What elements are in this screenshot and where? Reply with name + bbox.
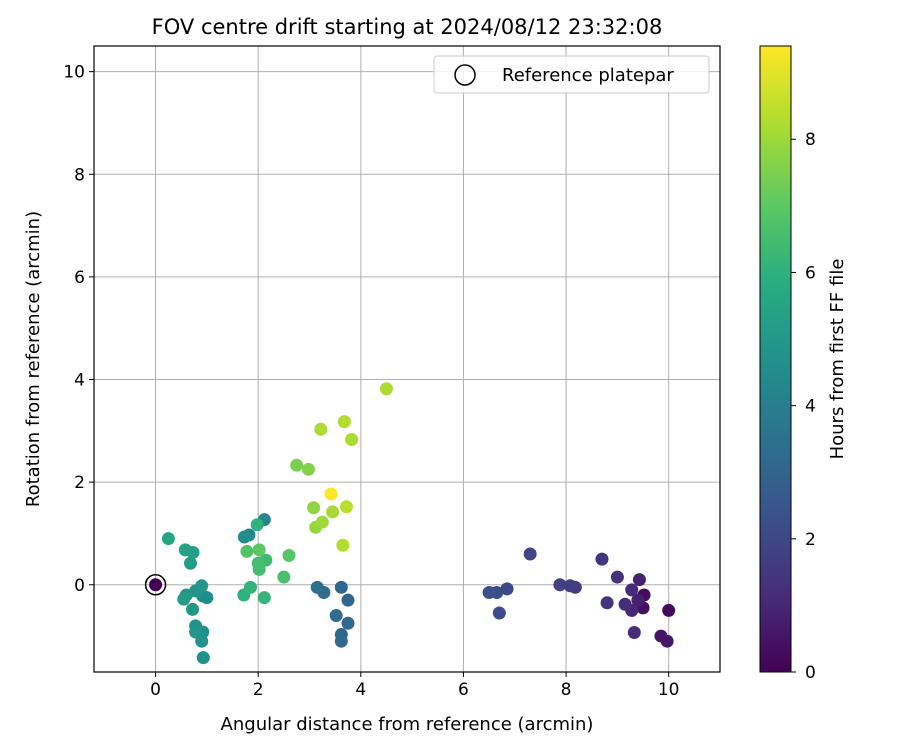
data-point	[341, 616, 355, 630]
y-tick-label: 4	[74, 371, 85, 391]
data-point	[282, 549, 296, 563]
data-point	[178, 543, 192, 557]
data-point	[161, 532, 175, 546]
data-point	[337, 415, 351, 429]
data-points	[144, 382, 676, 665]
data-point	[345, 433, 359, 447]
data-point	[195, 579, 209, 593]
data-point	[627, 625, 641, 639]
data-point	[523, 547, 537, 561]
data-point	[257, 591, 271, 605]
legend-entry-reference: Reference platepar	[502, 65, 674, 86]
colorbar-tick-label: 2	[805, 530, 816, 550]
data-point	[595, 552, 609, 566]
data-point	[492, 606, 506, 620]
data-point	[149, 578, 163, 592]
data-point	[314, 422, 328, 436]
data-point	[379, 382, 393, 396]
data-point	[329, 609, 343, 623]
data-point	[250, 518, 264, 532]
reference-platepar-marker	[144, 574, 167, 596]
data-point	[334, 634, 348, 648]
data-point	[625, 583, 639, 597]
data-point	[324, 487, 338, 501]
data-point	[618, 597, 632, 611]
data-point	[200, 591, 214, 605]
data-point	[183, 556, 197, 570]
colorbar-tick-label: 8	[805, 130, 816, 150]
plot-frame	[93, 45, 721, 673]
legend: Reference platepar	[433, 55, 710, 94]
data-point	[252, 543, 266, 557]
x-tick-label: 4	[355, 680, 366, 700]
data-point	[336, 538, 350, 552]
colorbar-label: Hours from first FF file	[827, 259, 848, 460]
legend-box	[433, 55, 710, 94]
colorbar-ticks: 0 2 4 6 8	[791, 130, 816, 683]
grid	[94, 46, 720, 672]
data-point	[310, 580, 324, 594]
x-tick-label: 6	[458, 680, 469, 700]
x-tick-label: 0	[150, 680, 161, 700]
data-point	[482, 585, 496, 599]
x-axis-ticks: 0 2 4 6 8 10	[150, 672, 680, 700]
data-point	[186, 602, 200, 616]
data-point	[196, 651, 210, 665]
data-point	[631, 593, 645, 607]
x-tick-label: 8	[561, 680, 572, 700]
data-point	[500, 582, 514, 596]
y-axis-label: Rotation from reference (arcmin)	[23, 211, 44, 507]
data-point	[290, 458, 304, 472]
x-axis-label: Angular distance from reference (arcmin)	[221, 714, 594, 735]
y-tick-label: 6	[74, 268, 85, 288]
data-point	[177, 592, 191, 606]
data-point	[326, 505, 340, 519]
data-point	[553, 578, 567, 592]
data-point	[563, 579, 577, 593]
data-point	[339, 500, 353, 514]
data-point	[277, 570, 291, 584]
data-point	[307, 501, 321, 515]
chart-title: FOV centre drift starting at 2024/08/12 …	[152, 15, 663, 39]
colorbar-tick-label: 6	[805, 263, 816, 283]
data-point	[244, 580, 257, 594]
x-tick-label: 2	[253, 680, 264, 700]
colorbar-tick-label: 4	[805, 397, 816, 417]
data-point	[662, 603, 676, 617]
data-point	[610, 570, 624, 584]
y-axis-ticks: 0 2 4 6 8 10	[63, 63, 94, 596]
colorbar	[759, 45, 792, 673]
data-point	[660, 634, 674, 648]
data-point	[600, 596, 614, 610]
colorbar-tick-label: 0	[805, 663, 816, 683]
data-point	[334, 580, 348, 594]
data-point	[301, 462, 315, 476]
y-tick-label: 0	[74, 576, 85, 596]
data-point	[240, 544, 254, 558]
y-tick-label: 2	[74, 473, 85, 493]
data-point	[632, 573, 646, 587]
legend-marker-reference	[454, 64, 476, 86]
data-point	[315, 515, 329, 529]
data-point	[189, 625, 203, 639]
y-tick-label: 8	[74, 165, 85, 185]
data-point	[251, 556, 265, 570]
y-tick-label: 10	[63, 63, 85, 83]
x-tick-label: 10	[658, 680, 680, 700]
data-point	[237, 530, 251, 544]
data-point	[341, 593, 355, 607]
